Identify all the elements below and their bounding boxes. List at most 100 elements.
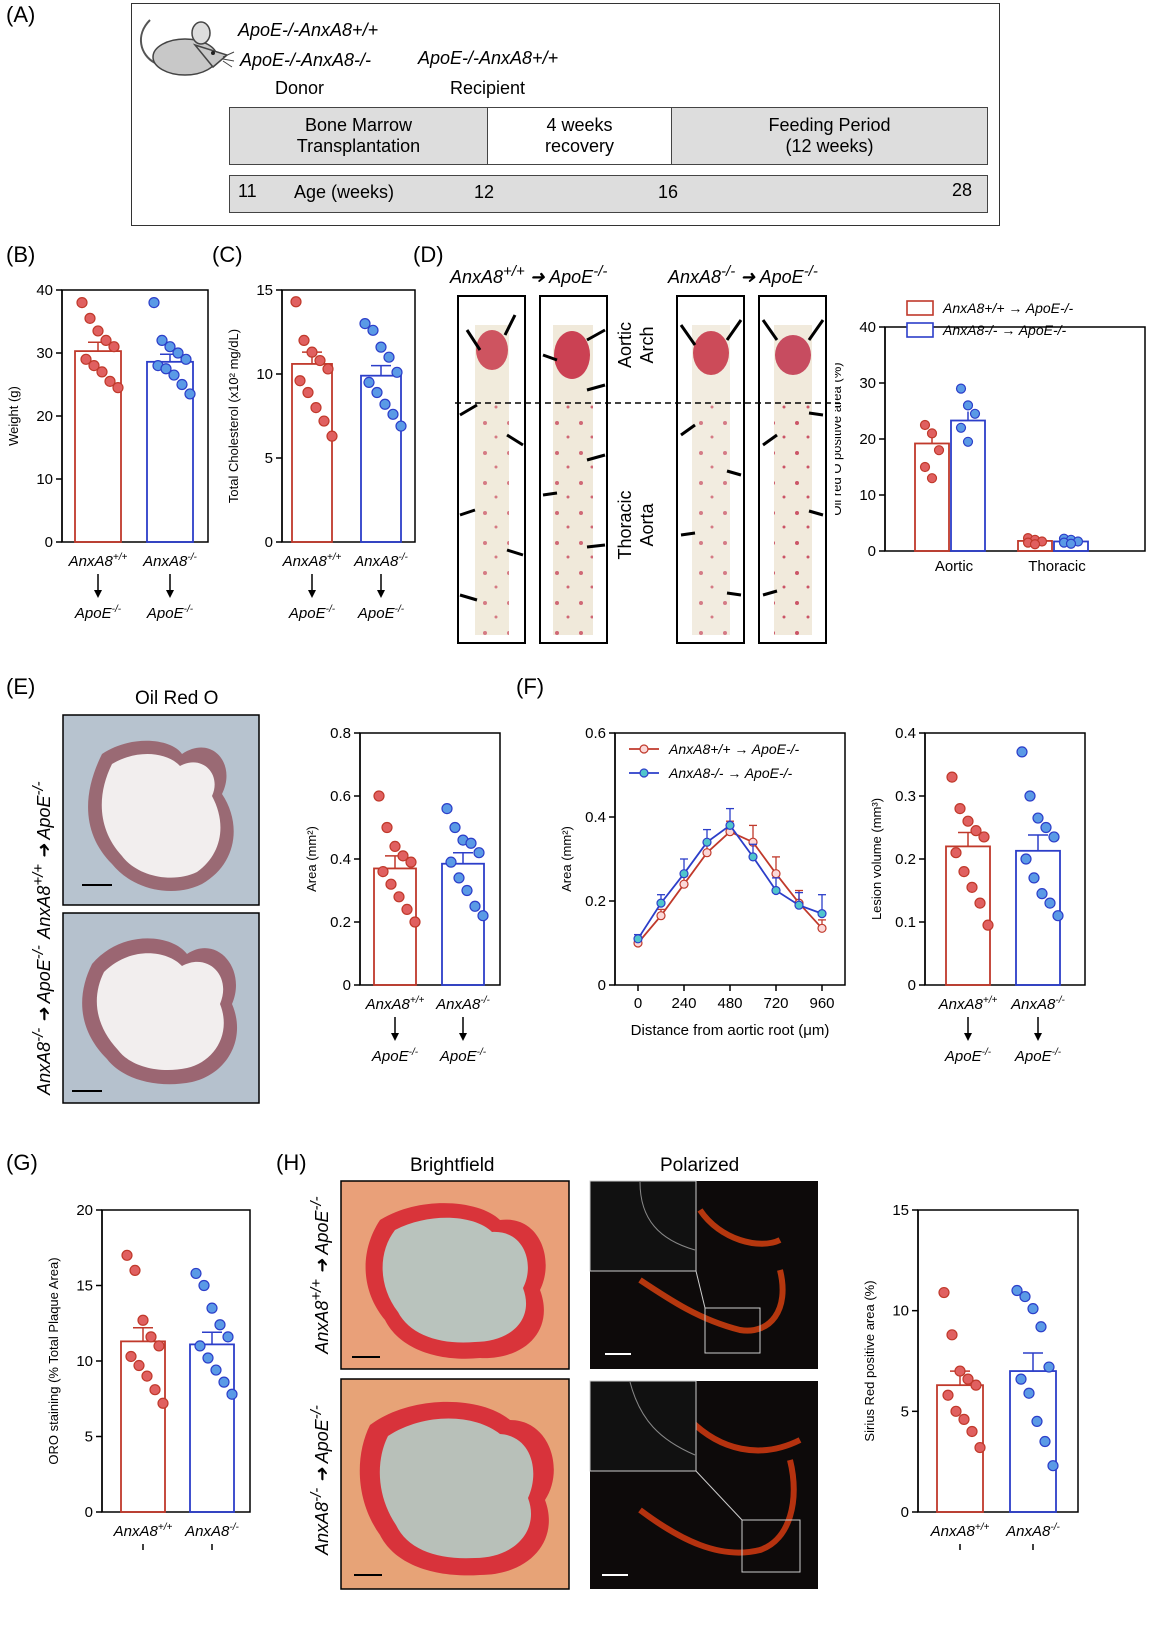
E-point-1-6 xyxy=(453,872,465,884)
C-point-1-0 xyxy=(359,317,371,330)
B-ytick-label-4: 40 xyxy=(36,282,53,299)
D-point-1-1-4 xyxy=(1065,538,1077,549)
H-point-0-2 xyxy=(954,1365,966,1377)
E-point-0-3 xyxy=(397,850,409,862)
F1-point-0-6 xyxy=(771,869,781,879)
E-xlabel-donor-0: AnxA8+/+ xyxy=(365,995,425,1013)
D-point-0-0-2 xyxy=(933,445,945,456)
C-ytick-label-1: 5 xyxy=(265,450,273,467)
B-point-1-4 xyxy=(180,353,192,365)
H-point-0-5 xyxy=(942,1389,954,1401)
polarized-title: Polarized xyxy=(660,1155,740,1176)
F2-point-0-5 xyxy=(950,847,962,859)
G-point-0-4 xyxy=(153,1340,165,1352)
D-bar-0-0 xyxy=(914,442,950,552)
E-ytick-label-2: 0.4 xyxy=(330,851,351,868)
h-ko-sup: -/- xyxy=(308,1487,325,1502)
donor-genotype-2: ApoE-/-AnxA8-/- xyxy=(240,50,372,70)
D-ytick-label-4: 40 xyxy=(859,319,876,336)
thoracic-label-2: Aorta xyxy=(637,503,657,547)
F2-ylabel: Lesion volume (mm³) xyxy=(869,798,884,920)
C-point-1-3 xyxy=(383,351,395,363)
G-ylabel: ORO staining (% Total Plaque Area) xyxy=(46,1257,61,1464)
B-xlabel-donor-1: AnxA8-/- xyxy=(142,552,197,570)
F2-ytick-label-0: 0 xyxy=(908,977,916,994)
C-point-1-5 xyxy=(363,376,375,389)
brightfield-title: Brightfield xyxy=(410,1155,495,1176)
H-ytick-label-2: 10 xyxy=(892,1303,909,1320)
H-point-1-2 xyxy=(1027,1303,1039,1315)
F1-line-1 xyxy=(637,824,823,940)
F2-ytick-label-4: 0.4 xyxy=(895,725,916,742)
G-ytick-label-3: 15 xyxy=(76,1278,93,1295)
F1-point-1-5 xyxy=(748,852,758,862)
D-legend-swatch-0 xyxy=(906,300,934,316)
F2-point-1-2 xyxy=(1032,812,1044,824)
F1-legend-label-0: AnxA8+/+ → ApoE-/- xyxy=(668,741,800,757)
F1-line-0 xyxy=(637,830,823,944)
F1-xtick-label-3: 720 xyxy=(763,995,788,1012)
C-point-1-1 xyxy=(367,324,379,336)
e-wt-name: AnxA8 xyxy=(34,885,54,939)
G-point-0-6 xyxy=(133,1359,145,1372)
h-recip-sup-1: -/- xyxy=(308,1196,325,1211)
B-point-0-2 xyxy=(92,325,104,337)
B-ytick-label-1: 10 xyxy=(36,471,53,488)
panel-label-f: (F) xyxy=(516,674,545,699)
e-ko-name: AnxA8 xyxy=(34,1041,54,1095)
B-ytick-label-0: 0 xyxy=(45,534,53,551)
d-ko-name: AnxA8 xyxy=(668,267,722,287)
F1-xtick-label-2: 480 xyxy=(717,995,742,1012)
arch-label-1: Aortic xyxy=(615,322,635,368)
age-title: Age (weeks) xyxy=(294,182,395,202)
C-point-1-2 xyxy=(375,341,387,353)
C-xlabel-donor-0: AnxA8+/+ xyxy=(282,552,342,570)
F1-point-1-4 xyxy=(725,820,735,831)
E-point-1-7 xyxy=(461,884,473,897)
E-plot-frame xyxy=(359,732,501,986)
F1-legend-marker-1 xyxy=(639,768,649,778)
B-point-0-5 xyxy=(80,353,92,365)
B-xarrowhead-1 xyxy=(166,590,174,598)
oil-red-o-micrographs xyxy=(62,714,260,1104)
G-point-1-9 xyxy=(226,1388,238,1400)
G-point-1-8 xyxy=(218,1376,230,1388)
age-28: 28 xyxy=(952,180,973,200)
oro-image-top xyxy=(62,714,260,906)
F1-point-1-1 xyxy=(656,898,666,908)
C-point-0-9 xyxy=(326,430,338,442)
E-point-1-9 xyxy=(477,910,489,922)
recipient-label: Recipient xyxy=(450,78,526,98)
E-point-1-1 xyxy=(449,821,461,834)
G-point-1-7 xyxy=(210,1364,222,1376)
B-point-1-6 xyxy=(160,363,172,375)
d-header-wt: AnxA8+/+ ➜ ApoE-/- xyxy=(450,263,608,287)
sirius-red-micrographs xyxy=(340,1180,818,1590)
C-point-1-8 xyxy=(387,408,399,420)
chart-area-distance: 0 0.2 0.4 0.6 Area (mm²) 0 240 480 720 960 Distanc… xyxy=(559,725,846,1039)
E-bar-1 xyxy=(441,862,485,986)
F1-point-1-6 xyxy=(771,885,781,896)
chart-oil-red-o: 0 10 20 30 40 Oil red O positive area (%) Aort… xyxy=(835,300,1146,575)
C-point-1-6 xyxy=(371,386,383,399)
H-point-1-0 xyxy=(1011,1284,1023,1297)
B-point-0-4 xyxy=(108,341,120,353)
feeding-line1: Feeding Period xyxy=(768,115,891,135)
B-point-1-1 xyxy=(156,334,168,347)
D-xlabel-1: Thoracic xyxy=(1028,558,1086,575)
chart-weight: 0 10 20 30 40 Weight (g) AnxA8+/+ ApoE-/- AnxA8-… xyxy=(6,282,209,622)
B-xlabel-donor-0: AnxA8+/+ xyxy=(68,552,128,570)
C-point-0-5 xyxy=(294,375,306,387)
h-wt-name: AnxA8 xyxy=(312,1300,332,1354)
E-point-0-1 xyxy=(381,821,393,834)
G-point-0-5 xyxy=(125,1350,137,1363)
E-ytick-label-4: 0.8 xyxy=(330,725,351,742)
F1-point-1-3 xyxy=(702,837,712,847)
F1-point-0-2 xyxy=(679,879,689,889)
C-ylabel: Total Cholesterol (x10² mg/dL) xyxy=(226,329,241,503)
G-point-0-9 xyxy=(157,1397,169,1409)
D-legend-label-1: AnxA8-/- → ApoE-/- xyxy=(942,322,1067,338)
B-point-0-1 xyxy=(84,312,96,324)
recipient-genotype: ApoE-/-AnxA8+/+ xyxy=(418,48,559,68)
thoracic-label-1: Thoracic xyxy=(615,490,635,559)
